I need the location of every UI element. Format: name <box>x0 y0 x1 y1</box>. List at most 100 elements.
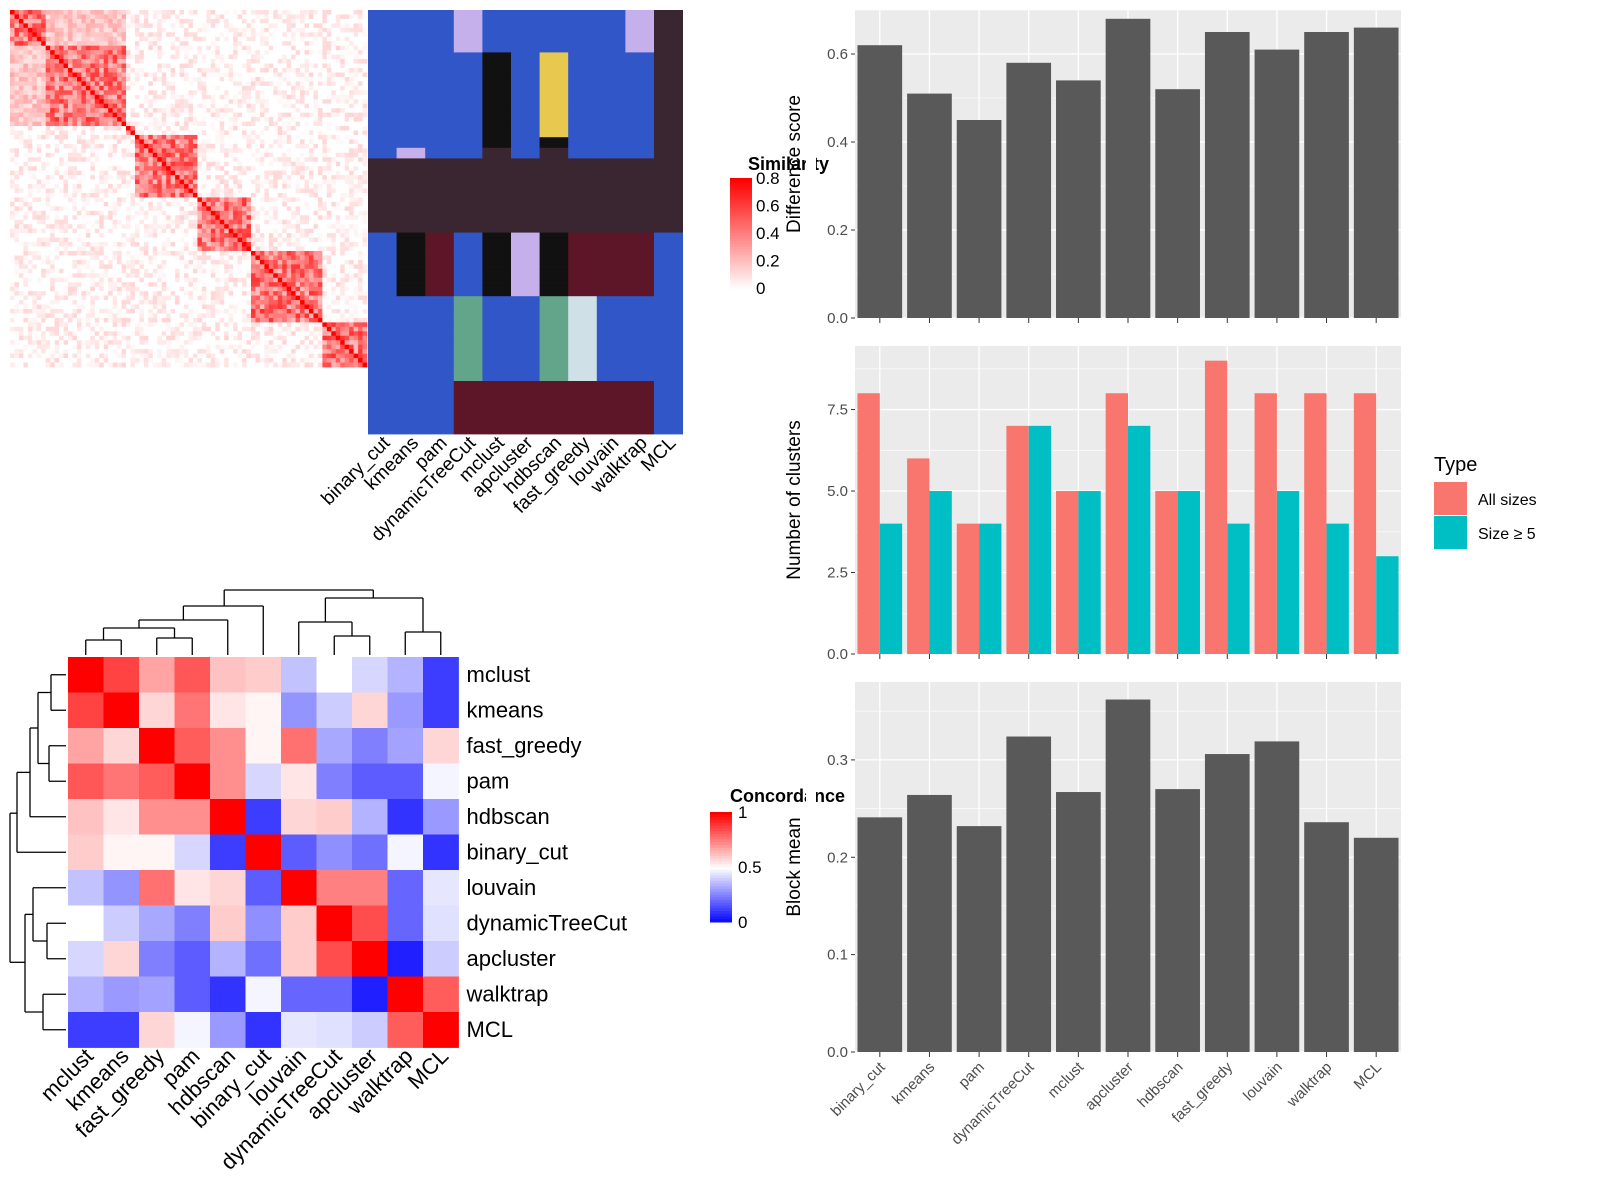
similarity-cell <box>45 215 51 221</box>
similarity-cell <box>81 27 87 33</box>
similarity-cell <box>358 10 363 15</box>
similarity-cell <box>233 197 238 203</box>
similarity-cell <box>201 210 207 216</box>
similarity-cell <box>313 215 319 221</box>
similarity-cell <box>308 18 314 24</box>
similarity-cell <box>201 126 207 131</box>
similarity-cell <box>340 143 346 149</box>
similarity-cell <box>90 215 96 221</box>
similarity-cell <box>308 215 314 221</box>
similarity-cell <box>286 18 292 24</box>
similarity-cell <box>242 45 247 51</box>
similarity-cell <box>233 184 238 189</box>
similarity-cell <box>184 121 189 127</box>
similarity-cell <box>85 112 91 118</box>
similarity-cell <box>358 117 363 122</box>
similarity-cell <box>286 242 292 247</box>
similarity-cell <box>242 103 247 109</box>
similarity-cell <box>277 268 283 274</box>
similarity-cell <box>36 10 42 15</box>
similarity-cell <box>201 117 207 122</box>
similarity-cell <box>81 250 87 256</box>
similarity-cell <box>99 148 105 154</box>
similarity-cell <box>331 152 337 158</box>
similarity-cell <box>304 201 310 207</box>
similarity-cell <box>130 268 136 274</box>
similarity-cell <box>130 277 136 283</box>
similarity-cell <box>175 18 180 24</box>
similarity-cell <box>23 197 29 203</box>
similarity-cell <box>143 23 149 29</box>
similarity-cell <box>233 273 238 279</box>
similarity-cell <box>210 23 216 29</box>
similarity-cell <box>152 175 158 180</box>
similarity-cell <box>121 50 127 56</box>
similarity-cell <box>32 268 38 274</box>
similarity-cell <box>170 134 176 140</box>
similarity-cell <box>250 27 256 33</box>
similarity-cell <box>130 143 136 149</box>
similarity-cell <box>362 233 368 238</box>
similarity-cell <box>10 112 15 118</box>
similarity-cell <box>175 32 180 38</box>
similarity-cell <box>45 197 51 203</box>
similarity-cell <box>313 59 319 64</box>
similarity-cell <box>148 286 154 292</box>
similarity-cell <box>304 250 310 256</box>
similarity-cell <box>259 59 265 64</box>
similarity-cell <box>362 63 368 69</box>
similarity-cell <box>41 143 47 149</box>
similarity-cell <box>344 18 350 24</box>
similarity-cell <box>224 148 230 154</box>
similarity-cell <box>179 90 185 96</box>
similarity-cell <box>130 166 136 172</box>
similarity-cell <box>313 219 319 225</box>
similarity-cell <box>210 90 216 96</box>
similarity-cell <box>143 242 149 247</box>
similarity-cell <box>23 250 29 256</box>
similarity-cell <box>224 152 230 158</box>
similarity-cell <box>50 134 56 140</box>
similarity-cell <box>175 184 180 189</box>
similarity-cell <box>63 45 69 51</box>
similarity-cell <box>219 103 225 109</box>
similarity-cell <box>94 215 100 221</box>
similarity-cell <box>161 27 167 33</box>
similarity-cell <box>63 201 69 207</box>
similarity-cell <box>85 255 91 261</box>
similarity-cell <box>317 264 323 270</box>
similarity-cell <box>188 277 194 283</box>
similarity-cell <box>277 259 283 265</box>
similarity-cell <box>344 237 350 243</box>
similarity-cell <box>349 81 355 87</box>
similarity-cell <box>85 161 91 167</box>
similarity-cell <box>99 10 105 15</box>
similarity-cell <box>121 59 127 64</box>
similarity-cell <box>233 117 238 122</box>
similarity-cell <box>45 175 51 180</box>
similarity-cell <box>340 233 346 238</box>
similarity-cell <box>197 23 203 29</box>
similarity-cell <box>139 233 145 238</box>
similarity-cell <box>152 85 158 91</box>
similarity-cell <box>188 85 194 91</box>
similarity-cell <box>201 179 207 185</box>
similarity-cell <box>50 219 56 225</box>
similarity-cell <box>50 108 56 114</box>
similarity-cell <box>344 210 350 216</box>
similarity-cell <box>76 72 82 78</box>
similarity-cell <box>228 81 234 87</box>
similarity-cell <box>206 94 212 100</box>
similarity-cell <box>197 36 203 42</box>
similarity-cell <box>349 130 355 136</box>
similarity-cell <box>210 117 216 122</box>
similarity-cell <box>349 175 355 180</box>
similarity-cell <box>68 255 73 261</box>
similarity-cell <box>362 134 368 140</box>
similarity-cell <box>313 246 319 252</box>
similarity-cell <box>233 210 238 216</box>
similarity-cell <box>23 157 29 163</box>
similarity-cell <box>18 139 24 145</box>
similarity-cell <box>63 90 69 96</box>
similarity-cell <box>143 250 149 256</box>
